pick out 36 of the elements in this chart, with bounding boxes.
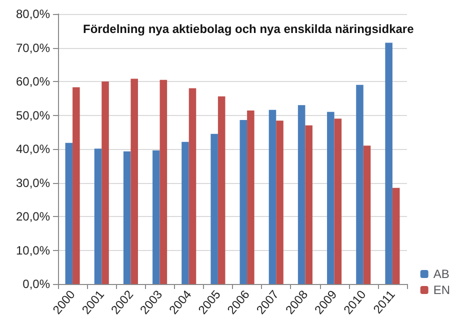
bar xyxy=(210,134,218,284)
y-tick-label: 70,0% xyxy=(16,40,50,55)
bar xyxy=(305,125,312,284)
bar xyxy=(65,142,73,284)
bar xyxy=(298,105,306,284)
bar xyxy=(182,142,189,284)
bar xyxy=(188,88,196,284)
y-tick-label: 60,0% xyxy=(16,74,50,88)
bar xyxy=(102,82,109,284)
y-tick-label: 20,0% xyxy=(16,210,50,224)
bar xyxy=(130,78,138,284)
y-tick-label: 40,0% xyxy=(16,142,50,156)
bar xyxy=(276,120,284,284)
bar xyxy=(123,151,131,284)
bar xyxy=(152,150,160,284)
bar xyxy=(218,96,226,284)
bar xyxy=(94,148,102,284)
bar xyxy=(356,84,364,284)
bar xyxy=(240,120,248,284)
bar xyxy=(327,112,334,284)
y-tick-label: 10,0% xyxy=(16,243,50,258)
legend-label: EN xyxy=(433,283,450,297)
bar xyxy=(334,118,342,284)
bar xyxy=(72,87,80,284)
legend-label: AB xyxy=(433,267,450,281)
bar xyxy=(363,146,371,284)
y-tick-label: 50,0% xyxy=(16,108,50,122)
bar xyxy=(385,42,392,284)
bar xyxy=(160,80,168,284)
y-tick-label: 30,0% xyxy=(16,176,50,190)
y-tick-label: 0,0% xyxy=(22,277,50,291)
bar xyxy=(247,110,254,284)
text: Fördelning nya aktiebolag och nya enskilda näringsidkare xyxy=(83,22,414,36)
y-tick-label: 80,0% xyxy=(16,7,50,21)
bar xyxy=(268,110,276,284)
bar xyxy=(392,188,400,284)
